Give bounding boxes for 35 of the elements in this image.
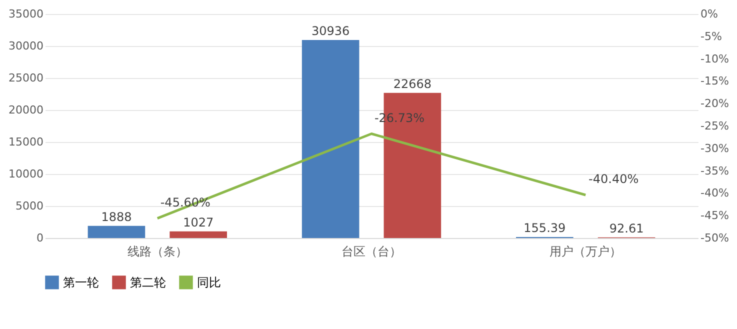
y2-tick-label: -30% [700,142,729,155]
data-label: 92.61 [609,221,644,236]
bar [170,231,227,238]
y-tick-label: 10000 [8,168,44,180]
data-label: 155.39 [524,221,566,236]
data-label: -40.40% [588,172,639,186]
y2-tick-label: -25% [700,120,729,132]
y-tick-label: 5000 [16,200,44,212]
data-label: 22668 [393,76,432,91]
y2-tick-label: -50% [700,232,729,244]
data-label: 1888 [101,210,132,224]
y2-tick-label: -40% [700,186,729,200]
y-tick-label: 0 [36,232,44,244]
x-tick-label: 用户（万户） [550,244,622,258]
x-tick-label: 线路（条） [127,244,188,258]
y-tick-label: 15000 [8,136,44,148]
legend-label: 同比 [197,275,221,290]
y-tick-label: 30000 [8,40,44,52]
y-tick-label: 35000 [8,8,44,20]
bar [302,40,360,238]
legend-label: 第二轮 [130,275,166,290]
y2-tick-label: -35% [700,164,729,178]
legend-label: 第一轮 [63,275,99,290]
data-label: 1027 [183,215,214,230]
y-tick-label: 25000 [8,72,44,84]
y2-tick-label: -45% [700,209,729,222]
bar [88,226,146,238]
data-label: 30936 [311,24,350,38]
y2-tick-label: -5% [700,30,722,43]
y2-tick-label: 0% [700,8,718,20]
x-tick-label: 台区（台） [342,244,402,258]
y2-tick-label: -10% [700,52,729,66]
y-tick-label: 20000 [8,104,44,116]
y2-tick-label: -15% [700,74,729,88]
y2-tick-label: -20% [700,97,729,110]
